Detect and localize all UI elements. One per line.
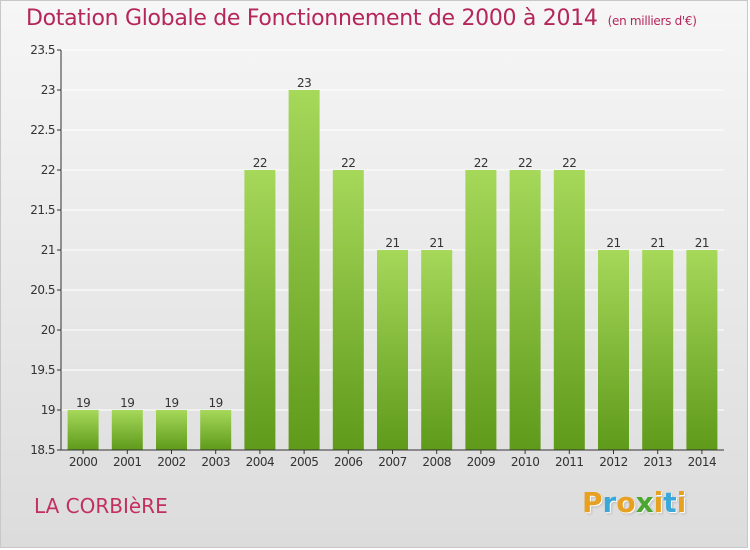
bar-value-label: 22 [562,156,576,170]
bar-value-label: 22 [474,156,488,170]
x-tick-label: 2013 [643,455,672,469]
x-tick-label: 2014 [688,455,717,469]
bar-value-label: 21 [695,236,709,250]
commune-name: LA CORBIèRE [34,494,168,518]
y-tick-label: 21.5 [30,203,55,217]
y-tick-label: 19.5 [30,363,55,377]
x-tick-label: 2002 [157,455,186,469]
y-tick-label: 22.5 [30,123,55,137]
bar [200,410,232,450]
bar [156,410,187,450]
bar [642,250,674,450]
bar-value-label: 21 [385,236,399,250]
bar [67,410,99,450]
y-tick-label: 20 [41,323,55,337]
bar [465,170,497,450]
x-tick-label: 2010 [511,455,540,469]
bar-value-label: 21 [606,236,620,250]
x-tick-label: 2006 [334,455,363,469]
bars: 19 19 19 19 22 23 22 21 21 22 22 22 21 21 21 [67,76,718,450]
y-tick-label: 23 [41,83,55,97]
bar [288,90,320,450]
logo-letter: P [582,486,603,519]
chart-subtitle: (en milliers d'€) [607,14,697,28]
bar-value-label: 22 [518,156,532,170]
x-tick-label: 2012 [599,455,628,469]
bar-value-label: 21 [651,236,665,250]
bar-value-label: 22 [341,156,355,170]
bar [686,250,718,450]
y-tick-label: 20.5 [30,283,55,297]
bar [598,250,629,450]
chart-title-text: Dotation Globale de Fonctionnement de 20… [26,6,598,31]
x-tick-label: 2004 [246,455,275,469]
logo-letter: r [602,486,617,519]
x-tick-label: 2009 [467,455,496,469]
bar-value-label: 19 [120,396,134,410]
x-tick-label: 2001 [113,455,142,469]
y-tick-label: 21 [41,243,55,257]
x-tick-label: 2005 [290,455,319,469]
y-tick-label: 18.5 [30,443,55,457]
bar-value-label: 21 [430,236,444,250]
bar [332,170,364,450]
bar-value-label: 19 [209,396,223,410]
proxiti-logo: Proxiti [582,486,686,519]
bar [111,410,143,450]
y-tick-label: 23.5 [30,43,55,57]
bar [509,170,541,450]
y-tick-label: 22 [41,163,55,177]
axes: 18.5 19 19.5 20 20.5 21 21.5 22 22.5 23 23.5 2000 20… [30,43,724,469]
x-tick-label: 2011 [555,455,584,469]
y-tick-label: 19 [41,403,55,417]
x-tick-label: 2000 [69,455,98,469]
x-tick-label: 2003 [201,455,230,469]
logo-letter: x [635,486,654,519]
bar-value-label: 23 [297,76,311,90]
bar-value-label: 22 [253,156,267,170]
bar-value-label: 19 [164,396,178,410]
logo-letter: t [663,486,677,519]
bar [244,170,276,450]
x-tick-label: 2007 [378,455,407,469]
logo-letter: o [616,486,636,519]
logo-letter: i [653,486,664,519]
bar [377,250,408,450]
bar-value-label: 19 [76,396,90,410]
bar [421,250,453,450]
x-tick-label: 2008 [422,455,451,469]
logo-letter: i [676,486,687,519]
chart-title: Dotation Globale de Fonctionnement de 20… [26,6,697,31]
bar [553,170,585,450]
